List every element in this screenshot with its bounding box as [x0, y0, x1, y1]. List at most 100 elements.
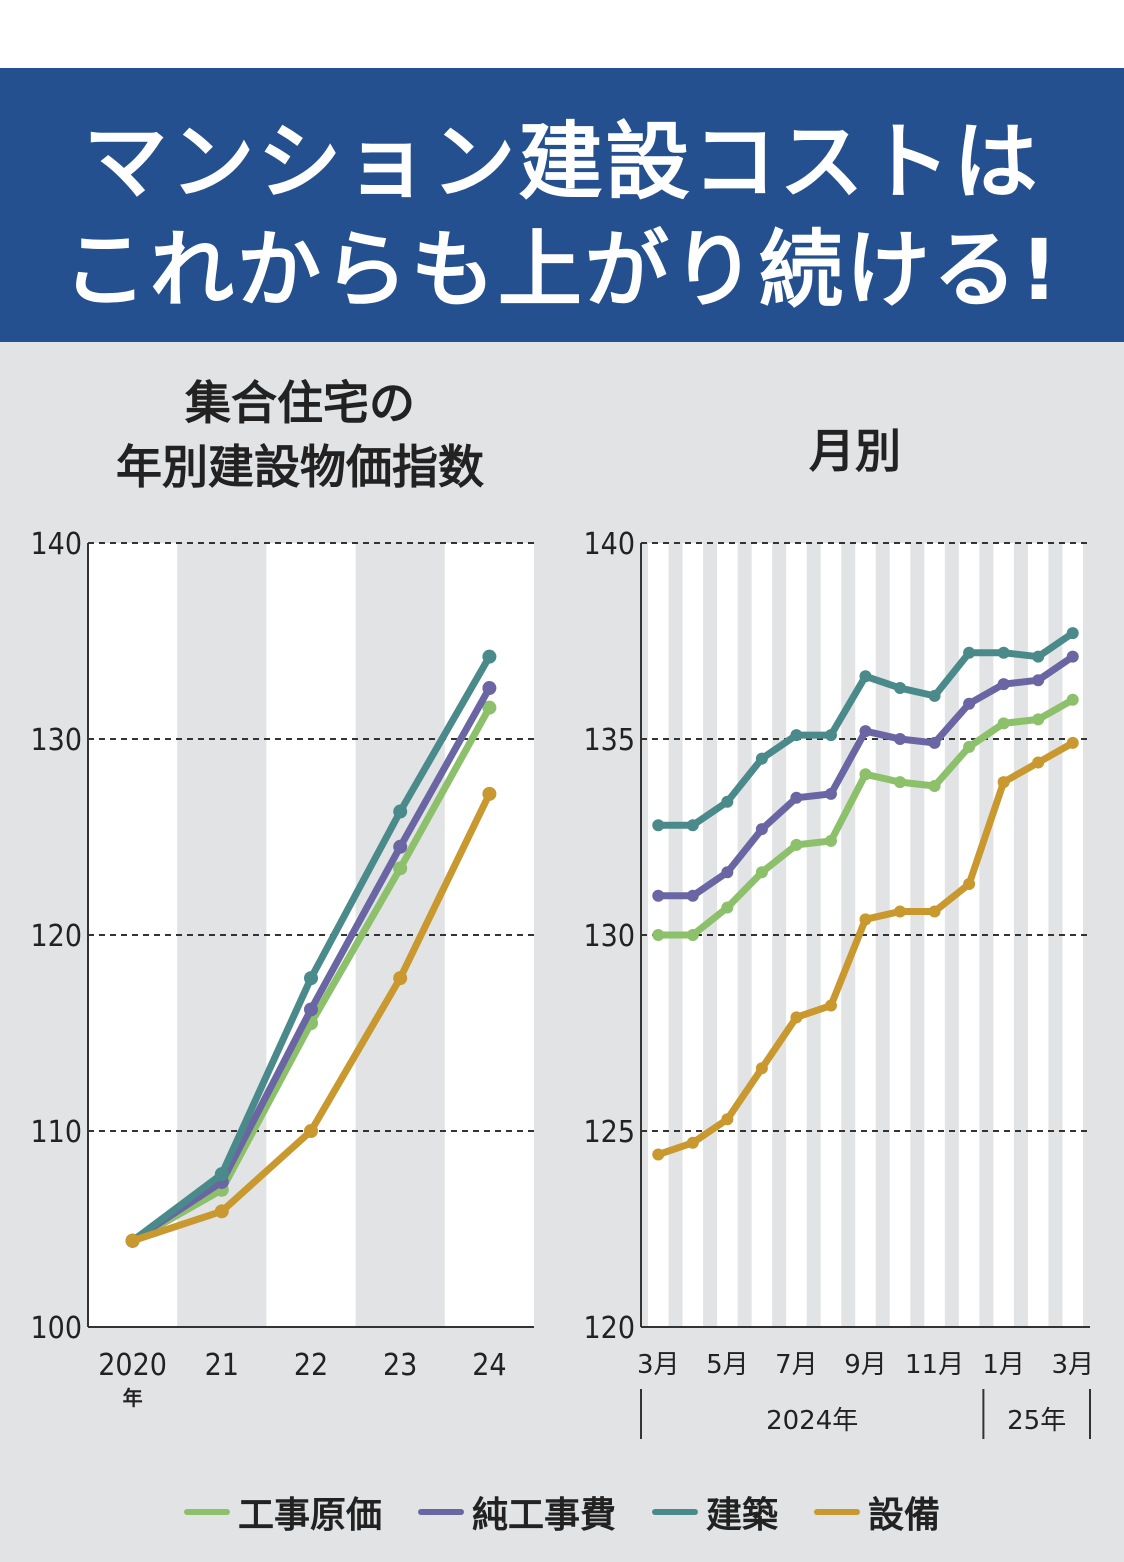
yearly-chart-title-line-2: 年別建設物価指数	[116, 440, 484, 494]
legend-label: 純工事費	[471, 1495, 616, 1536]
monthly-xtick-label: 1月	[982, 1350, 1025, 1380]
monthly-data-point	[859, 913, 872, 926]
monthly-period-label: 2024年	[766, 1406, 858, 1436]
monthly-data-point	[894, 733, 907, 745]
yearly-data-point	[393, 971, 408, 986]
yearly-data-point	[304, 1124, 318, 1138]
monthly-data-point	[721, 901, 734, 914]
monthly-data-point	[790, 729, 803, 742]
yearly-ytick-label: 100	[30, 1311, 82, 1346]
legend-item: 建築	[652, 1486, 778, 1538]
legend-label: 工事原価	[237, 1495, 382, 1536]
monthly-data-point	[894, 776, 907, 789]
yearly-data-point	[393, 804, 408, 819]
legend-swatch	[652, 1509, 698, 1515]
monthly-data-point	[790, 1011, 803, 1024]
monthly-data-point	[859, 725, 872, 738]
monthly-data-point	[997, 717, 1010, 730]
monthly-data-point	[894, 682, 907, 695]
yearly-xtick-unit: 年	[123, 1386, 143, 1410]
yearly-chart-title-line-1: 集合住宅の	[185, 376, 415, 430]
monthly-data-point	[721, 866, 734, 879]
yearly-data-point	[482, 786, 497, 801]
monthly-data-point	[1032, 674, 1045, 687]
legend-item: 純工事費	[417, 1486, 616, 1538]
monthly-data-point	[928, 689, 941, 702]
yearly-ytick-label: 140	[30, 527, 82, 562]
monthly-data-point	[790, 791, 803, 804]
yearly-data-point	[304, 1002, 318, 1017]
yearly-ytick-label: 110	[30, 1115, 82, 1150]
legend-label: 設備	[868, 1495, 941, 1536]
monthly-data-point	[686, 819, 699, 832]
monthly-xtick-label: 5月	[706, 1350, 749, 1380]
monthly-data-point	[963, 878, 976, 891]
yearly-data-point	[214, 1167, 229, 1182]
monthly-xtick-label: 9月	[844, 1350, 887, 1380]
monthly-xtick-label: 11月	[905, 1350, 964, 1380]
monthly-data-point	[824, 787, 837, 800]
monthly-data-point	[686, 929, 699, 941]
yearly-data-point	[125, 1233, 140, 1248]
monthly-data-point	[928, 780, 941, 793]
monthly-ytick-label: 135	[583, 723, 635, 758]
monthly-data-point	[1032, 650, 1045, 663]
legend-swatch	[814, 1509, 861, 1515]
yearly-ytick-label: 130	[30, 723, 82, 758]
monthly-period-label: 25年	[1007, 1406, 1066, 1436]
monthly-ytick-label: 130	[583, 919, 635, 954]
monthly-data-point	[963, 646, 976, 659]
monthly-data-point	[1066, 627, 1079, 640]
monthly-data-point	[928, 905, 941, 918]
yearly-data-point	[214, 1204, 229, 1219]
monthly-data-point	[1066, 693, 1079, 706]
monthly-data-point	[686, 889, 699, 902]
monthly-data-point	[755, 1062, 768, 1075]
monthly-data-point	[652, 819, 665, 832]
monthly-chart-title: 月別	[809, 424, 901, 478]
yearly-data-point	[482, 681, 497, 696]
monthly-ytick-label: 125	[583, 1115, 635, 1150]
monthly-data-point	[824, 834, 837, 847]
yearly-xtick-label: 23	[383, 1348, 417, 1383]
monthly-data-point	[824, 999, 837, 1012]
legend-item: 設備	[814, 1486, 940, 1538]
yearly-ytick-label: 120	[30, 919, 82, 954]
monthly-data-point	[963, 697, 976, 710]
monthly-data-point	[997, 776, 1010, 789]
monthly-data-point	[859, 670, 872, 683]
yearly-data-point	[482, 649, 497, 664]
monthly-data-point	[963, 740, 976, 753]
monthly-data-point	[894, 905, 907, 918]
monthly-data-point	[824, 729, 837, 742]
yearly-xtick-label: 21	[205, 1348, 239, 1383]
monthly-xtick-label: 3月	[1051, 1350, 1094, 1380]
monthly-data-point	[1066, 736, 1079, 749]
yearly-xtick-label: 22	[294, 1348, 328, 1383]
monthly-data-point	[652, 1148, 665, 1161]
yearly-data-point	[393, 839, 408, 854]
monthly-data-point	[721, 1113, 734, 1126]
monthly-data-point	[1066, 650, 1079, 663]
monthly-xtick-label: 7月	[775, 1350, 818, 1380]
monthly-ytick-label: 120	[583, 1311, 635, 1346]
monthly-data-point	[652, 889, 665, 902]
headline-line-2: これからも上がり続ける!	[62, 221, 1062, 319]
legend-label: 建築	[706, 1495, 779, 1536]
monthly-xtick-label: 3月	[637, 1350, 680, 1380]
yearly-data-point	[482, 700, 497, 715]
yearly-xtick-label: 24	[472, 1348, 506, 1383]
monthly-data-point	[859, 768, 872, 781]
yearly-xtick-label: 2020	[98, 1348, 167, 1383]
monthly-data-point	[755, 752, 768, 765]
monthly-data-point	[721, 795, 734, 808]
monthly-data-point	[997, 646, 1010, 659]
legend-swatch	[183, 1509, 230, 1515]
legend-item: 工事原価	[183, 1486, 382, 1538]
monthly-data-point	[686, 1136, 699, 1149]
monthly-data-point	[997, 678, 1010, 691]
headline-line-1: マンション建設コストは	[83, 113, 1041, 211]
legend: 工事原価 純工事費 建築 設備	[0, 1482, 1124, 1542]
monthly-data-point	[928, 736, 941, 749]
